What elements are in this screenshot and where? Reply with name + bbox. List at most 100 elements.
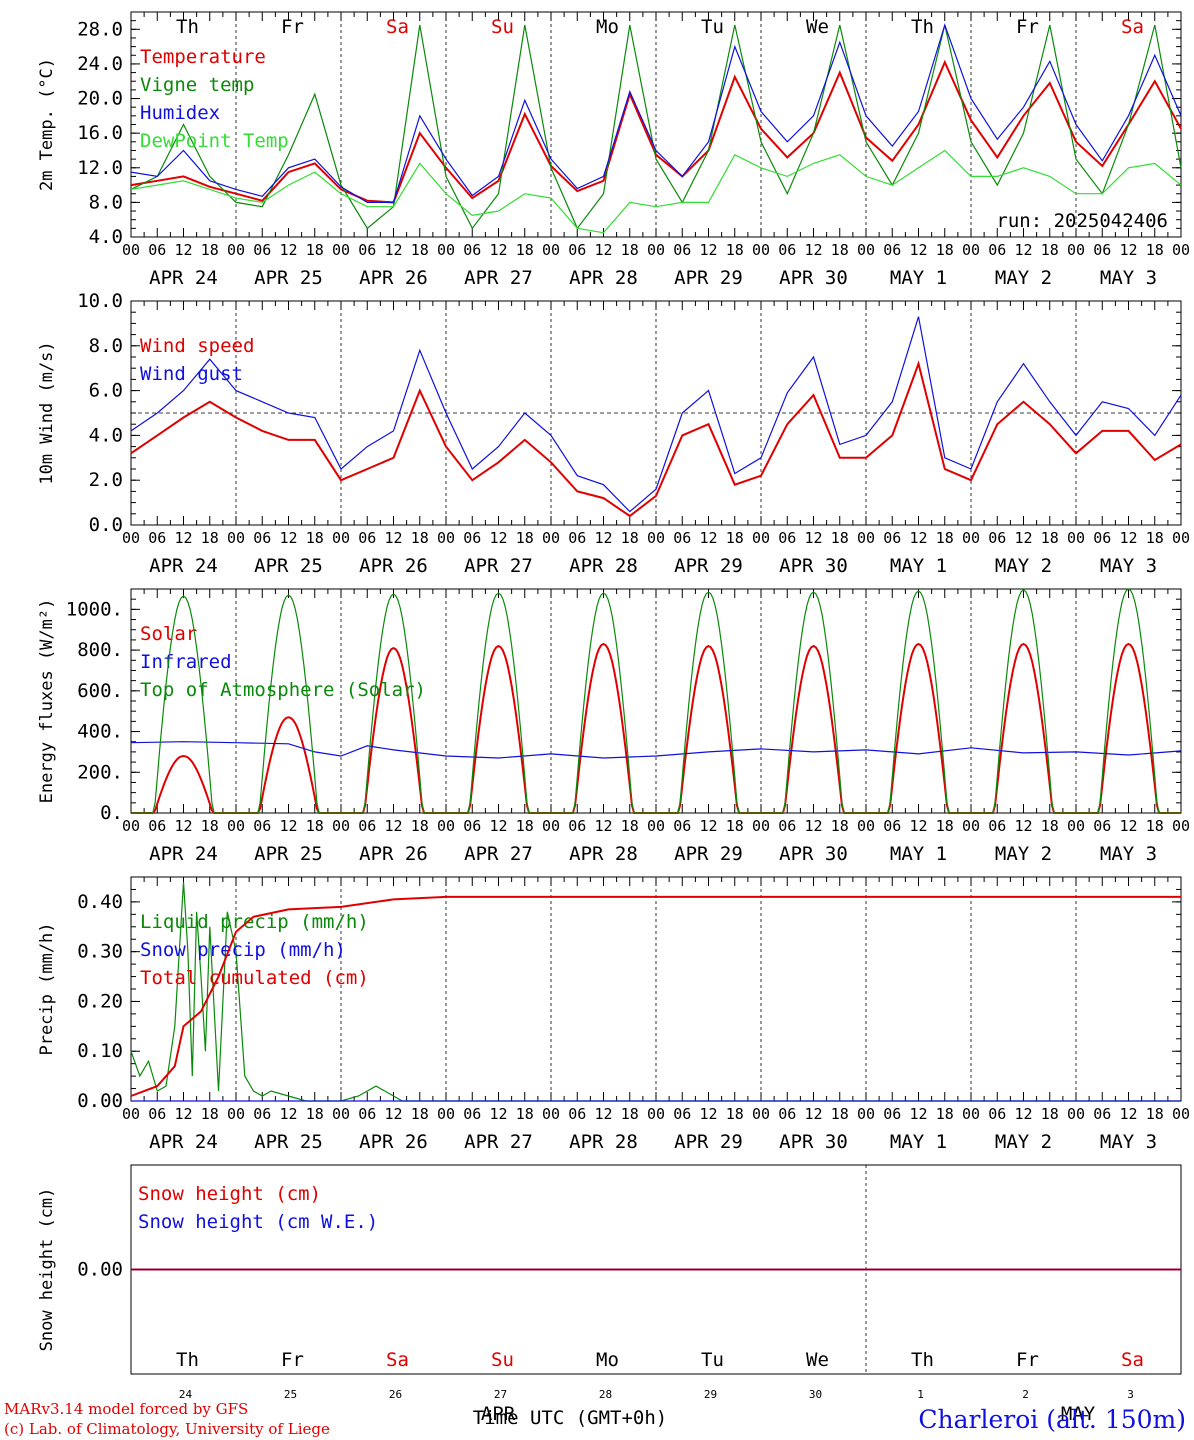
hour-tick-label: 18 <box>831 817 849 835</box>
hour-tick-label: 00 <box>437 1105 455 1123</box>
y-tick-label: 16.0 <box>77 122 123 144</box>
weekday-label: Mo <box>596 1349 619 1371</box>
legend-label: Temperature <box>140 46 266 68</box>
hour-tick-label: 12 <box>804 1105 822 1123</box>
hour-tick-label: 06 <box>358 241 376 259</box>
hour-tick-label: 00 <box>332 1105 350 1123</box>
hour-tick-label: 00 <box>437 817 455 835</box>
date-label: APR 28 <box>569 843 638 865</box>
y-tick-label: 12.0 <box>77 157 123 179</box>
hour-tick-label: 00 <box>1172 529 1190 547</box>
weekday-label: Fr <box>281 1349 304 1371</box>
hour-tick-label: 12 <box>1014 817 1032 835</box>
hour-tick-label: 18 <box>1041 529 1059 547</box>
y-tick-label: 4.0 <box>89 424 123 446</box>
hour-tick-label: 06 <box>568 241 586 259</box>
panel-1-frame <box>130 11 1182 238</box>
hour-tick-label: 06 <box>253 241 271 259</box>
date-label: MAY 2 <box>995 555 1052 577</box>
hour-tick-label: 00 <box>962 1105 980 1123</box>
legend-label: Wind speed <box>140 335 254 357</box>
weekday-label: Sa <box>1121 1349 1144 1371</box>
hour-tick-label: 00 <box>1067 817 1085 835</box>
hour-tick-label: 06 <box>1093 529 1111 547</box>
date-label: APR 29 <box>674 1131 743 1153</box>
hour-tick-label: 00 <box>227 241 245 259</box>
hour-tick-label: 18 <box>621 529 639 547</box>
day-number-label: 26 <box>389 1388 402 1401</box>
hour-tick-label: 06 <box>883 529 901 547</box>
series-line-dewpoint-temp <box>130 149 1182 234</box>
month-label-apr: APR <box>481 1403 516 1425</box>
hour-tick-label: 12 <box>279 1105 297 1123</box>
date-label: APR 29 <box>674 555 743 577</box>
y-tick-label: 0.10 <box>77 1040 123 1062</box>
hour-tick-label: 12 <box>594 241 612 259</box>
legend-label: Snow height (cm) <box>138 1183 321 1205</box>
weekday-label: Sa <box>1121 16 1144 38</box>
date-label: MAY 1 <box>890 267 947 289</box>
hour-tick-label: 00 <box>332 241 350 259</box>
hour-tick-label: 00 <box>647 529 665 547</box>
y-tick-label: 0. <box>100 802 123 824</box>
hour-tick-label: 06 <box>673 241 691 259</box>
date-label: APR 27 <box>464 267 533 289</box>
hour-tick-label: 12 <box>174 241 192 259</box>
hour-tick-label: 00 <box>542 529 560 547</box>
hour-tick-label: 00 <box>1067 1105 1085 1123</box>
hour-tick-label: 12 <box>1119 241 1137 259</box>
hour-tick-label: 18 <box>516 241 534 259</box>
weekday-label: Fr <box>1016 16 1039 38</box>
y-axis-label: 2m Temp. (°C) <box>37 58 57 191</box>
series-line-temperature <box>130 59 1182 204</box>
hour-tick-label: 06 <box>463 241 481 259</box>
weekday-label: Th <box>911 16 934 38</box>
hour-tick-label: 06 <box>1093 1105 1111 1123</box>
hour-tick-label: 00 <box>857 241 875 259</box>
hour-tick-label: 00 <box>857 529 875 547</box>
hour-tick-label: 12 <box>489 817 507 835</box>
y-tick-label: 0.00 <box>77 1259 123 1281</box>
legend-label: Solar <box>140 623 197 645</box>
hour-tick-label: 18 <box>936 817 954 835</box>
weekday-label: Th <box>176 16 199 38</box>
y-tick-label: 8.0 <box>89 191 123 213</box>
hour-tick-label: 18 <box>306 529 324 547</box>
hour-tick-label: 00 <box>857 1105 875 1123</box>
hour-tick-label: 06 <box>883 817 901 835</box>
y-tick-label: 0.40 <box>77 891 123 913</box>
hour-tick-label: 12 <box>279 529 297 547</box>
day-number-label: 29 <box>704 1388 717 1401</box>
weekday-label: Sa <box>386 1349 409 1371</box>
date-label: APR 30 <box>779 555 848 577</box>
date-label: APR 28 <box>569 267 638 289</box>
hour-tick-label: 18 <box>306 1105 324 1123</box>
hour-tick-label: 00 <box>227 817 245 835</box>
weekday-label: Th <box>911 1349 934 1371</box>
series-line-humidex <box>130 23 1182 203</box>
hour-tick-label: 00 <box>962 241 980 259</box>
y-tick-label: 0.0 <box>89 514 123 536</box>
time-axis-label: Time UTC (GMT+0h) <box>473 1407 667 1429</box>
day-number-label: 24 <box>179 1388 193 1401</box>
hour-tick-label: 18 <box>201 241 219 259</box>
hour-tick-label: 12 <box>699 241 717 259</box>
hour-tick-label: 12 <box>909 241 927 259</box>
hour-tick-label: 06 <box>253 1105 271 1123</box>
y-tick-label: 200. <box>77 761 123 783</box>
legend-label: Humidex <box>140 102 220 124</box>
hour-tick-label: 06 <box>988 817 1006 835</box>
hour-tick-label: 12 <box>384 1105 402 1123</box>
hour-tick-label: 06 <box>358 817 376 835</box>
y-tick-label: 24.0 <box>77 53 123 75</box>
date-label: APR 25 <box>254 555 323 577</box>
hour-tick-label: 18 <box>726 1105 744 1123</box>
hour-tick-label: 06 <box>673 529 691 547</box>
hour-tick-label: 00 <box>1067 529 1085 547</box>
hour-tick-label: 18 <box>936 529 954 547</box>
hour-tick-label: 00 <box>752 1105 770 1123</box>
date-label: APR 27 <box>464 1131 533 1153</box>
date-label: APR 30 <box>779 843 848 865</box>
panel-3-frame <box>130 588 1182 814</box>
hour-tick-label: 18 <box>1146 817 1164 835</box>
